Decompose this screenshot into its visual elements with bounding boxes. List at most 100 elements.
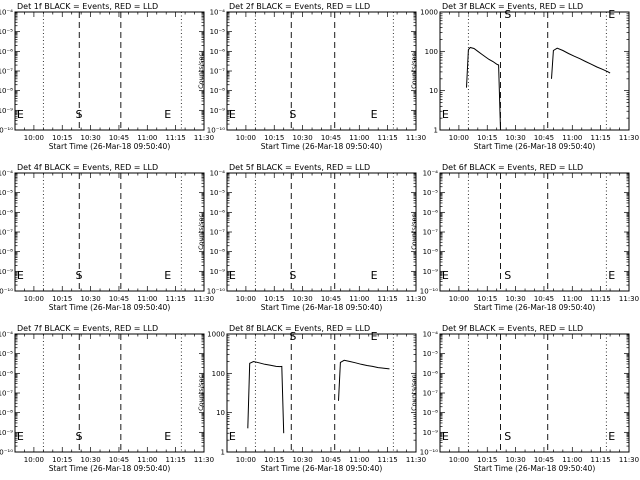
y-tick-label: 10⁻⁵: [0, 28, 13, 36]
panel-title: Det 6f BLACK = Events, RED = LLD: [442, 163, 583, 172]
y-tick-label: 10⁻⁷: [0, 68, 13, 76]
y-tick-label: 10⁻⁵: [210, 28, 226, 36]
x-tick-label: 10:45: [321, 295, 341, 303]
x-tick-label: 11:15: [166, 456, 186, 464]
x-tick-label: 10:30: [81, 295, 101, 303]
x-tick-label: 10:00: [236, 456, 256, 464]
marker-s: S: [504, 269, 511, 282]
x-tick-label: 11:00: [349, 134, 369, 142]
marker-e: E: [442, 430, 449, 443]
x-axis-label: Start Time (26-Mar-18 09:50:40): [49, 303, 171, 312]
x-axis-label: Start Time (26-Mar-18 09:50:40): [474, 464, 596, 473]
x-tick-label: 10:00: [449, 134, 469, 142]
y-tick-label: 10⁻⁷: [423, 390, 439, 398]
y-tick-label: 10⁻⁸: [423, 409, 439, 417]
panel-title: Det 4f BLACK = Events, RED = LLD: [17, 163, 158, 172]
y-tick-label: 10⁻⁷: [210, 68, 226, 76]
x-tick-label: 10:00: [24, 456, 44, 464]
y-axis-label: Counts/sec: [197, 214, 205, 250]
marker-e: E: [164, 269, 171, 282]
marker-e: E: [164, 108, 171, 121]
y-tick-label: 10⁻⁸: [210, 248, 226, 256]
y-tick-label: 10⁻⁹: [423, 429, 439, 437]
marker-s: S: [289, 108, 296, 121]
y-tick-label: 10⁻¹⁰: [0, 288, 13, 296]
y-tick-label: 10⁻⁵: [210, 189, 226, 197]
detector-panel-6: Det 6f BLACK = Events, RED = LLD 10⁻¹⁰ 10⁻…: [410, 163, 639, 312]
x-tick-label: 11:30: [194, 134, 214, 142]
detector-panel-2: Det 2f BLACK = Events, RED = LLD 10⁻¹⁰ 10⁻…: [197, 2, 426, 151]
y-tick-label: 10: [429, 87, 438, 95]
y-tick-label: 100: [212, 370, 225, 378]
y-tick-label: 10⁻⁸: [423, 248, 439, 256]
marker-s: S: [504, 430, 511, 443]
detector-panel-1: Det 1f BLACK = Events, RED = LLD 10⁻¹⁰ 10⁻…: [0, 2, 214, 151]
x-tick-label: 10:30: [293, 456, 313, 464]
marker-s: S: [75, 108, 82, 121]
x-tick-label: 10:30: [81, 134, 101, 142]
x-axis-label: Start Time (26-Mar-18 09:50:40): [261, 142, 383, 151]
x-tick-label: 11:00: [137, 456, 157, 464]
x-tick-label: 10:00: [24, 295, 44, 303]
y-tick-label: 10⁻⁵: [0, 189, 13, 197]
y-tick-label: 10⁻⁹: [0, 107, 13, 115]
y-tick-label: 10⁻⁸: [0, 87, 13, 95]
x-tick-label: 10:30: [506, 295, 526, 303]
marker-s: S: [504, 8, 511, 21]
x-axis-label: Start Time (26-Mar-18 09:50:40): [49, 464, 171, 473]
events-series-1: [247, 360, 285, 434]
x-tick-label: 10:00: [449, 295, 469, 303]
x-tick-label: 11:00: [137, 295, 157, 303]
x-tick-label: 11:00: [137, 134, 157, 142]
x-axis-label: Start Time (26-Mar-18 09:50:40): [261, 464, 383, 473]
x-tick-label: 11:30: [406, 456, 426, 464]
x-tick-label: 10:30: [506, 456, 526, 464]
y-tick-label: 10⁻⁴: [0, 170, 13, 178]
marker-e: E: [164, 430, 171, 443]
x-tick-label: 11:15: [166, 295, 186, 303]
x-tick-label: 10:45: [321, 134, 341, 142]
x-tick-label: 11:15: [591, 295, 611, 303]
detector-panel-9: Det 9f BLACK = Events, RED = LLD 10⁻¹⁰ 10⁻…: [410, 324, 639, 473]
y-tick-label: 10⁻¹⁰: [420, 288, 438, 296]
y-axis-label: Counts/sec: [410, 375, 418, 411]
x-tick-label: 11:00: [562, 456, 582, 464]
y-tick-label: 10⁻¹⁰: [0, 449, 13, 457]
x-axis-label: Start Time (26-Mar-18 09:50:40): [261, 303, 383, 312]
panel-title: Det 1f BLACK = Events, RED = LLD: [17, 2, 158, 11]
x-tick-label: 10:30: [81, 456, 101, 464]
x-tick-label: 11:15: [166, 134, 186, 142]
y-tick-label: 10⁻¹⁰: [207, 288, 225, 296]
x-axis-label: Start Time (26-Mar-18 09:50:40): [474, 142, 596, 151]
y-tick-label: 10⁻⁴: [423, 331, 439, 339]
y-tick-label: 10⁻⁹: [423, 268, 439, 276]
y-tick-label: 10⁻⁷: [0, 390, 13, 398]
marker-e: E: [17, 430, 24, 443]
y-axis-label: Counts/sec: [410, 214, 418, 250]
x-tick-label: 10:30: [506, 134, 526, 142]
y-tick-label: 10⁻⁹: [210, 107, 226, 115]
y-tick-label: 1000: [207, 331, 225, 339]
y-axis-label: Counts/sec: [197, 53, 205, 89]
x-tick-label: 11:30: [406, 134, 426, 142]
y-tick-label: 10⁻⁸: [210, 87, 226, 95]
y-tick-label: 10⁻⁴: [0, 331, 13, 339]
x-tick-label: 11:30: [619, 134, 639, 142]
y-tick-label: 10⁻¹⁰: [207, 127, 225, 135]
y-tick-label: 10⁻⁶: [423, 370, 439, 378]
y-tick-label: 10⁻⁶: [210, 209, 226, 217]
x-tick-label: 11:15: [591, 134, 611, 142]
y-axis-label: Counts/sec: [410, 53, 418, 89]
x-tick-label: 11:30: [194, 295, 214, 303]
y-tick-label: 10⁻⁷: [0, 229, 13, 237]
x-tick-label: 11:00: [349, 456, 369, 464]
y-tick-label: 100: [425, 48, 438, 56]
panel-title: Det 7f BLACK = Events, RED = LLD: [17, 324, 158, 333]
y-tick-label: 10⁻⁹: [0, 429, 13, 437]
marker-e: E: [371, 269, 378, 282]
y-tick-label: 10⁻⁴: [0, 9, 13, 17]
y-tick-label: 10⁻⁶: [0, 48, 13, 56]
y-tick-label: 10⁻⁵: [423, 189, 439, 197]
marker-e: E: [442, 269, 449, 282]
